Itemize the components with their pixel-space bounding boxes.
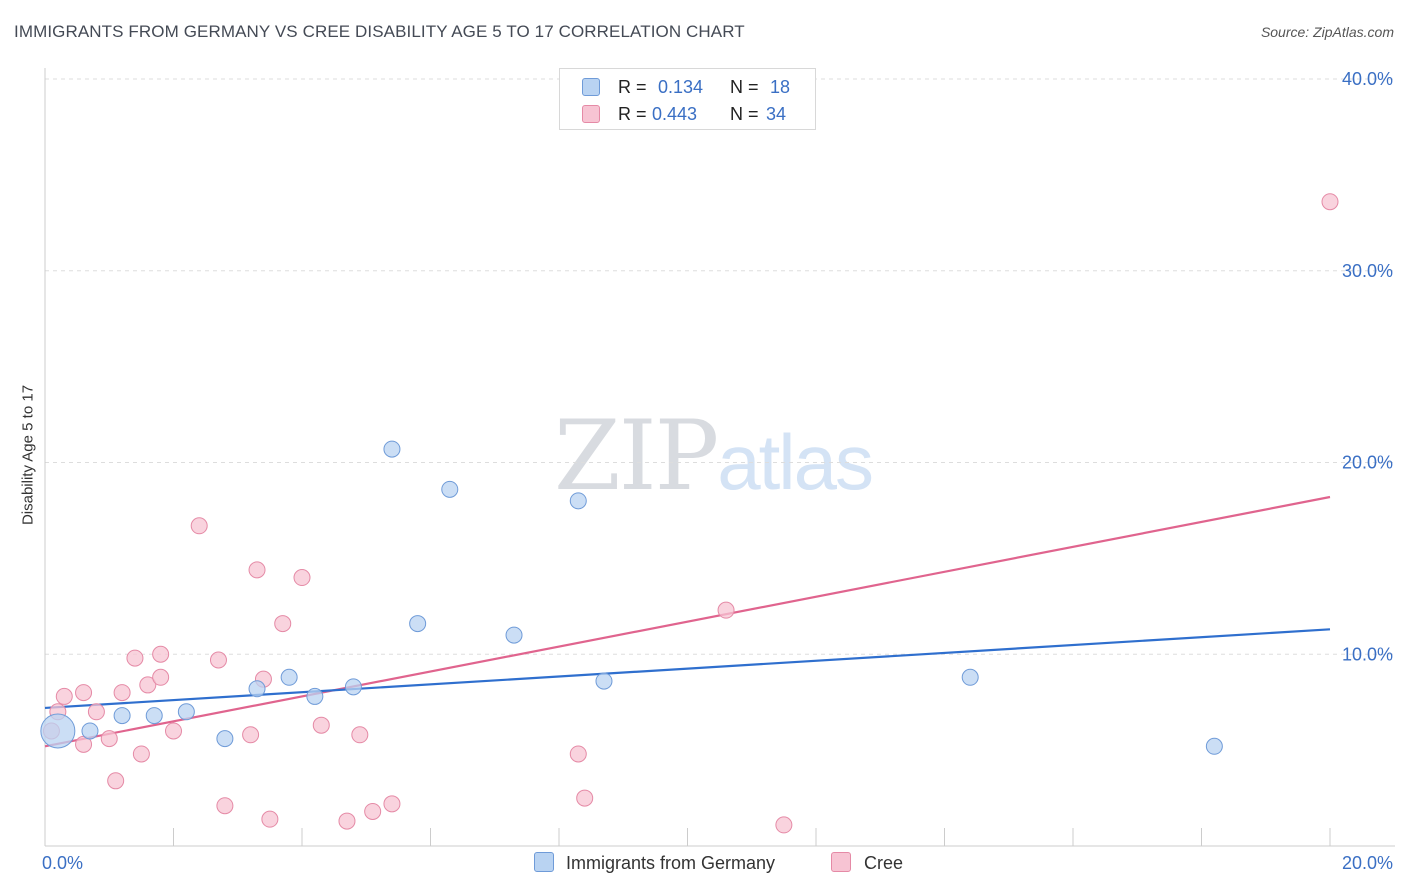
cree-point <box>351 726 369 744</box>
cree-point <box>165 722 182 740</box>
cree-point <box>775 816 793 834</box>
cree-point <box>132 745 150 763</box>
legend-r-value: 0.134 <box>658 76 704 97</box>
germany-points <box>40 440 1223 755</box>
legend-n-key: N = <box>730 76 759 97</box>
source-label: Source: ZipAtlas.com <box>1260 24 1394 40</box>
cree-point <box>293 569 311 587</box>
germany-point <box>280 668 298 686</box>
cree-points <box>42 193 1339 834</box>
cree-point <box>312 716 330 734</box>
cree-point <box>126 649 144 667</box>
legend-n-value: 18 <box>770 76 791 97</box>
germany-point <box>81 722 99 740</box>
trend-lines <box>44 495 1331 748</box>
cree-point <box>242 726 260 744</box>
cree-point <box>576 789 594 807</box>
germany-point <box>216 730 234 748</box>
bottom-legend-label-germany: Immigrants from Germany <box>566 853 776 873</box>
legend-r-value: 0.443 <box>652 103 698 124</box>
cree-point <box>216 797 234 815</box>
germany-point <box>344 678 362 696</box>
x-tick-label: 20.0% <box>1342 853 1393 873</box>
cree-point <box>107 772 125 790</box>
cree-point <box>75 684 93 702</box>
cree-point <box>152 668 170 686</box>
y-tick-label: 20.0% <box>1342 453 1393 473</box>
legend-swatch-germany <box>582 78 600 96</box>
germany-point <box>569 492 587 510</box>
germany-point <box>1205 737 1223 755</box>
bottom-legend-swatch-germany <box>534 852 554 872</box>
cree-point <box>274 615 292 633</box>
germany-point <box>409 615 427 633</box>
cree-point <box>569 745 587 763</box>
germany-point <box>306 687 324 705</box>
germany-point <box>40 713 76 749</box>
cree-point <box>209 651 227 669</box>
x-tick-label: 0.0% <box>42 853 83 873</box>
germany-point <box>177 703 195 721</box>
cree-point <box>87 703 105 721</box>
germany-point <box>595 672 613 690</box>
cree-point <box>1321 193 1339 211</box>
cree-point <box>248 561 266 579</box>
legend-n-key: N = <box>730 103 759 124</box>
germany-point <box>961 668 979 686</box>
germany-trend-line <box>44 628 1331 710</box>
germany-point <box>383 440 401 458</box>
cree-trend-line <box>44 495 1331 748</box>
y-tick-label: 10.0% <box>1342 644 1393 664</box>
germany-point <box>441 480 459 498</box>
legend-n-value: 34 <box>766 103 787 124</box>
correlation-legend: R = 0.134 N = 18 R = 0.443 N = 34 <box>559 68 816 130</box>
cree-point <box>261 810 279 828</box>
cree-point <box>717 601 735 619</box>
germany-point <box>113 707 131 725</box>
cree-point <box>113 684 131 702</box>
legend-r-key: R = <box>618 76 647 97</box>
cree-point <box>55 687 73 705</box>
y-tick-label: 30.0% <box>1342 261 1393 281</box>
legend-r-key: R = <box>618 103 647 124</box>
gridlines <box>45 78 1395 655</box>
chart-title: IMMIGRANTS FROM GERMANY VS CREE DISABILI… <box>14 22 745 41</box>
cree-point <box>338 812 356 830</box>
cree-point <box>364 802 382 820</box>
cree-point <box>190 517 208 535</box>
germany-point <box>505 626 523 644</box>
cree-point <box>100 730 118 748</box>
bottom-legend-swatch-cree <box>831 852 851 872</box>
legend-swatch-cree <box>582 105 600 123</box>
axes <box>44 68 1395 847</box>
cree-point <box>152 645 170 663</box>
y-tick-label: 40.0% <box>1342 69 1393 89</box>
bottom-legend-label-cree: Cree <box>864 853 904 873</box>
germany-point <box>248 680 266 698</box>
cree-point <box>383 795 401 813</box>
germany-point <box>145 707 163 725</box>
cree-point <box>139 676 157 694</box>
tick-labels: 10.0% 20.0% 30.0% 40.0% 0.0% 20.0% <box>42 69 1393 873</box>
